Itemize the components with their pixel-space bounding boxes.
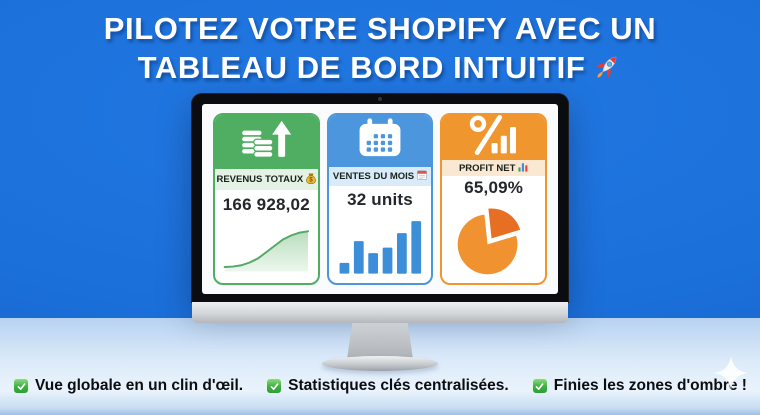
card-ventes-label: VENTES DU MOIS: [332, 170, 415, 182]
percent-bars-icon: [469, 115, 519, 160]
bullet-zones-ombre: Finies les zones d'ombre !: [531, 377, 747, 395]
benefits-list: Vue globale en un clin d'œil. Statistiqu…: [13, 377, 747, 395]
title-line-1: PILOTEZ VOTRE SHOPIFY AVEC UN: [103, 11, 657, 46]
money-bag-icon: $: [306, 173, 317, 187]
card-profit-value: 65,09%: [464, 177, 524, 197]
card-profit-label: PROFIT NET: [458, 162, 516, 174]
bullet-text: Statistiques clés centralisées.: [288, 377, 509, 394]
dashboard-screen: REVENUS TOTAUX $ 166 928,02: [202, 104, 558, 294]
bar-5: [411, 220, 421, 274]
webcam-dot-icon: [378, 97, 382, 101]
monitor-bezel: REVENUS TOTAUX $ 166 928,02: [192, 94, 568, 302]
card-profit-header: [442, 115, 546, 160]
card-ventes-label-row: VENTES DU MOIS: [328, 166, 432, 187]
sparkle-icon: [714, 356, 748, 390]
monitor-stand: [347, 323, 413, 359]
bullet-text: Finies les zones d'ombre !: [553, 377, 747, 394]
check-icon: [13, 378, 29, 394]
svg-text:$: $: [309, 176, 313, 183]
pie-slice-part-principale: [458, 214, 518, 275]
bar-chart-emoji-icon: [518, 162, 528, 175]
revenus-area-chart: [215, 220, 318, 283]
rocket-icon: [592, 52, 622, 82]
bar-3: [382, 247, 393, 274]
card-revenus-label-row: REVENUS TOTAUX $: [215, 169, 318, 190]
bullet-statistiques: Statistiques clés centralisées.: [266, 377, 509, 395]
check-icon: [531, 378, 548, 394]
card-profit-label-row: PROFIT NET: [442, 160, 546, 177]
monitor-chin: [192, 302, 568, 323]
bar-0: [339, 262, 349, 274]
calendar-icon: [358, 118, 402, 163]
ventes-bar-chart: [329, 215, 432, 283]
profit-pie-chart: [442, 200, 545, 283]
bar-1: [353, 240, 364, 274]
card-revenus-value: 166 928,02: [222, 194, 310, 214]
monitor-base: [322, 356, 438, 371]
card-ventes-header: [328, 115, 432, 167]
title-line-2: TABLEAU DE BORD INTUITIF: [137, 50, 586, 85]
check-icon: [266, 378, 283, 394]
page-title: PILOTEZ VOTRE SHOPIFY AVEC UN TABLEAU DE…: [0, 9, 760, 87]
bullet-text: Vue globale en un clin d'œil.: [35, 377, 244, 394]
card-revenus-header: [215, 115, 318, 170]
pie-slice-part-detachee: [488, 208, 521, 239]
card-revenus-totaux: REVENUS TOTAUX $ 166 928,02: [213, 113, 320, 285]
card-ventes-value: 32 units: [347, 190, 413, 210]
bar-2: [367, 252, 378, 274]
bar-4: [396, 232, 407, 274]
card-revenus-label: REVENUS TOTAUX: [216, 174, 304, 186]
calendar-page-icon: [417, 170, 428, 183]
bullet-vue-globale: Vue globale en un clin d'œil.: [13, 377, 243, 395]
card-ventes-du-mois: VENTES DU MOIS 32 units: [326, 113, 434, 285]
card-profit-net: PROFIT NET 65,09%: [440, 113, 548, 285]
coins-growth-icon: [240, 119, 292, 166]
